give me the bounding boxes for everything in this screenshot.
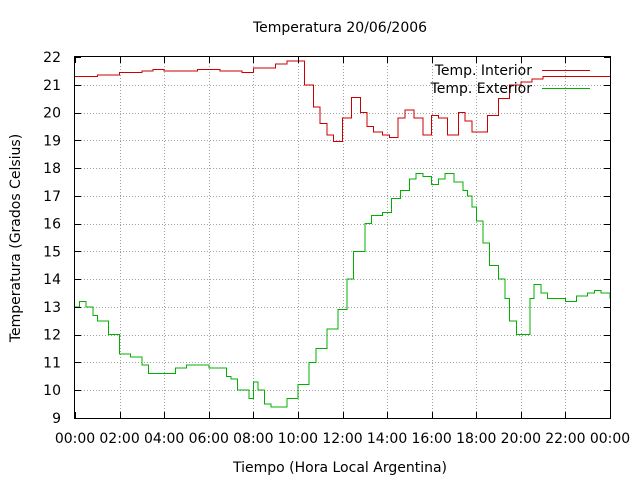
y-tick-label: 10 (43, 383, 61, 399)
series-line-exterior (75, 173, 611, 408)
x-tick-label: 00:00 (55, 431, 95, 447)
legend-label-interior: Temp. Interior (434, 63, 533, 79)
grid (75, 57, 610, 418)
x-tick-label: 02:00 (99, 431, 139, 447)
x-tick-label: 14:00 (367, 431, 407, 447)
series-line-interior (75, 60, 610, 143)
x-tick-label: 20:00 (501, 431, 541, 447)
y-tick-label: 14 (43, 272, 61, 288)
y-tick-labels: 9 10 11 12 13 14 15 16 17 18 19 20 21 22 (43, 50, 61, 427)
y-tick-label: 18 (43, 161, 61, 177)
x-tick-label: 10:00 (278, 431, 318, 447)
y-tick-label: 20 (43, 106, 61, 122)
y-tick-label: 17 (43, 189, 61, 205)
y-tick-label: 19 (43, 133, 61, 149)
y-tick-label: 15 (43, 244, 61, 260)
y-tick-label: 21 (43, 78, 61, 94)
y-tick-label: 12 (43, 328, 61, 344)
axis-ticks (75, 57, 611, 419)
x-tick-label: 12:00 (322, 431, 362, 447)
legend: Temp. Interior Temp. Exterior (430, 63, 590, 97)
legend-label-exterior: Temp. Exterior (430, 81, 533, 97)
y-tick-label: 13 (43, 300, 61, 316)
x-tick-label: 08:00 (233, 431, 273, 447)
x-tick-label: 18:00 (456, 431, 496, 447)
plot-frame (74, 56, 611, 419)
x-tick-labels: 00:00 02:00 04:00 06:00 08:00 10:00 12:00 14:00… (55, 431, 630, 447)
x-tick-label: 04:00 (144, 431, 184, 447)
y-axis-title: Temperatura (Grados Celsius) (8, 134, 24, 343)
series-layer (75, 60, 611, 408)
y-tick-label: 9 (52, 411, 61, 427)
y-tick-label: 16 (43, 217, 61, 233)
x-tick-label: 06:00 (189, 431, 229, 447)
x-tick-label: 16:00 (411, 431, 451, 447)
y-tick-label: 22 (43, 50, 61, 66)
chart-title: Temperatura 20/06/2006 (252, 20, 427, 36)
x-tick-label: 22:00 (545, 431, 585, 447)
x-tick-label: 00:00 (590, 431, 630, 447)
x-axis-title: Tiempo (Hora Local Argentina) (232, 460, 447, 476)
y-tick-label: 11 (43, 355, 61, 371)
